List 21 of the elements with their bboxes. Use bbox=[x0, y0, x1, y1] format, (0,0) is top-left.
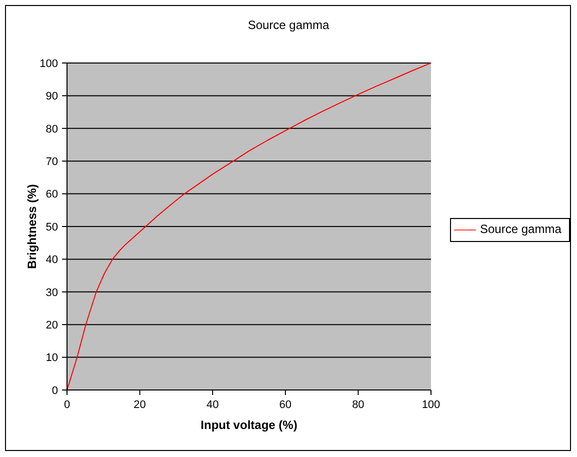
x-tick-label: 60 bbox=[279, 398, 292, 411]
y-tick-label: 90 bbox=[46, 90, 58, 103]
y-tick-label: 80 bbox=[46, 123, 58, 136]
y-tick-label: 0 bbox=[52, 384, 58, 397]
y-tick-label: 30 bbox=[46, 286, 58, 299]
legend-label: Source gamma bbox=[480, 221, 562, 238]
y-axis-title: Brightness (%) bbox=[25, 184, 39, 269]
y-tick-label: 60 bbox=[46, 188, 58, 201]
y-tick-label: 40 bbox=[46, 254, 58, 266]
y-tick-label: 50 bbox=[46, 221, 58, 234]
x-tick-label: 20 bbox=[134, 398, 146, 411]
y-tick-label: 10 bbox=[46, 352, 58, 364]
y-tick-label: 100 bbox=[40, 58, 58, 70]
x-tick-label: 80 bbox=[352, 398, 364, 411]
x-tick-label: 40 bbox=[206, 398, 219, 411]
y-tick-label: 20 bbox=[46, 320, 58, 332]
y-tick-label: 70 bbox=[46, 156, 58, 168]
chart-title: Source gamma bbox=[246, 17, 330, 33]
x-tick-label: 100 bbox=[422, 398, 440, 411]
x-tick-label: 0 bbox=[64, 398, 70, 411]
x-axis-title: Input voltage (%) bbox=[200, 418, 298, 432]
